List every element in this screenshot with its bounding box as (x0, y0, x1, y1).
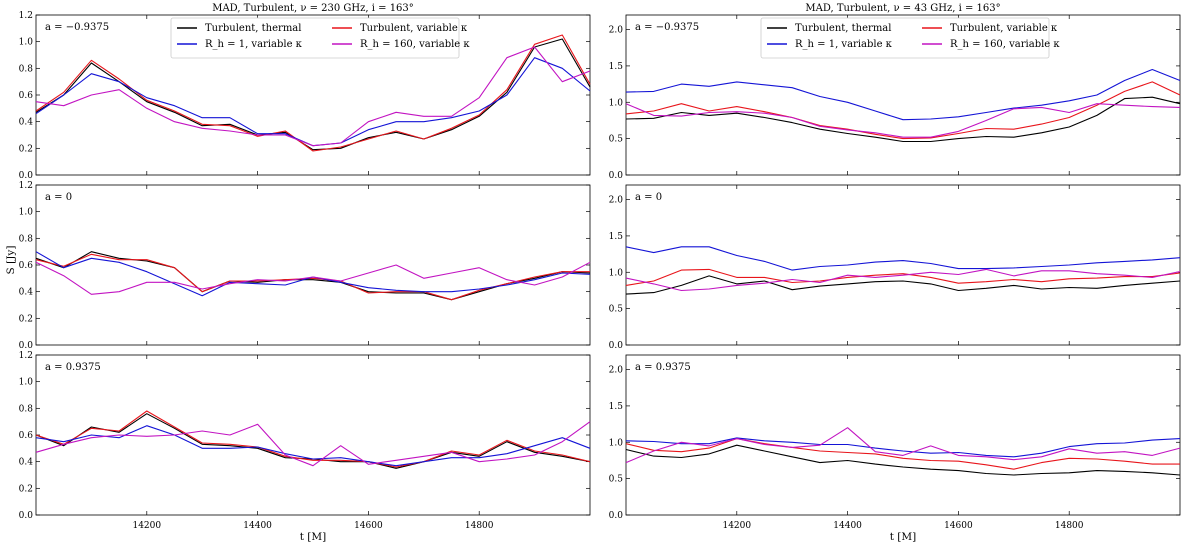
series-line (625, 275, 1181, 295)
series-line (625, 268, 1181, 292)
panel-label: a = −0.9375 (45, 22, 109, 33)
panel-label: a = 0 (45, 192, 72, 203)
y-tick-label: 0.0 (19, 341, 34, 351)
y-tick-label: 0.2 (19, 484, 33, 494)
legend-entry: Turbulent, thermal (795, 23, 891, 34)
series-line (35, 57, 591, 147)
y-tick-label: 0.8 (19, 404, 34, 414)
legend-frame (760, 17, 1050, 59)
series-line (35, 421, 591, 467)
series-line (35, 261, 591, 295)
y-tick-label: 0.0 (19, 171, 34, 181)
legend-entry: Turbulent, variable κ (360, 23, 468, 34)
series-line (625, 246, 1181, 271)
x-tick-label: 14200 (132, 521, 161, 531)
y-tick-label: 1.2 (19, 351, 33, 361)
y-tick-label: 1.5 (609, 402, 624, 412)
legend-entry: R_h = 1, variable κ (205, 39, 303, 50)
series-line (35, 410, 591, 468)
legend-entry: R_h = 160, variable κ (950, 39, 1060, 50)
y-tick-label: 0.5 (609, 135, 624, 145)
series-line (625, 81, 1181, 140)
y-tick-label: 1.0 (19, 208, 34, 218)
y-tick-label: 0.6 (19, 261, 34, 271)
panel-frame (625, 354, 1181, 516)
x-tick-label: 14800 (1055, 521, 1084, 531)
y-tick-label: 0.6 (19, 431, 34, 441)
x-axis-label: t [M] (300, 531, 327, 543)
y-tick-label: 1.2 (19, 11, 33, 21)
y-tick-label: 0.0 (609, 511, 624, 521)
y-tick-label: 0.2 (19, 144, 33, 154)
y-tick-label: 0.2 (19, 314, 33, 324)
y-tick-label: 1.0 (19, 38, 34, 48)
legend-entry: Turbulent, variable κ (950, 23, 1058, 34)
y-tick-label: 1.5 (609, 232, 624, 242)
y-axis-label: S [Jy] (5, 246, 17, 275)
y-tick-label: 1.2 (19, 181, 33, 191)
series-line (625, 96, 1181, 143)
panel-frame (35, 184, 591, 346)
series-line (35, 425, 591, 467)
panel: 0.0 0.2 0.4 0.6 0.8 1.0 1.2 a = 0 (19, 181, 591, 351)
chart-title: MAD, Turbulent, ν = 230 GHz, i = 163° (212, 3, 414, 14)
series-line (625, 437, 1181, 458)
y-tick-label: 0.5 (609, 475, 624, 485)
x-tick-label: 14400 (243, 521, 272, 531)
panel: 0.0 0.5 1.0 1.5 2.0 a = 0 (609, 184, 1181, 351)
panel-frame (625, 184, 1181, 346)
panel-label: a = 0.9375 (45, 362, 101, 373)
series-line (625, 268, 1181, 286)
y-tick-label: 2.0 (609, 366, 624, 376)
y-tick-label: 0.8 (19, 234, 34, 244)
y-tick-label: 0.4 (19, 118, 34, 128)
y-tick-label: 0.8 (19, 64, 34, 74)
y-tick-label: 0.4 (19, 288, 34, 298)
series-line (35, 46, 591, 147)
series-line (35, 34, 591, 152)
legend-entry: R_h = 160, variable κ (360, 39, 470, 50)
x-tick-label: 14200 (722, 521, 751, 531)
panel: 0.0 0.5 1.0 1.5 2.0 a = −0.9375 Turbulent, the… (609, 14, 1181, 181)
panel: 0.0 0.5 1.0 1.5 2.0 14200 14400 14600 14800 a = 0… (609, 354, 1181, 531)
x-tick-label: 14600 (944, 521, 973, 531)
legend-frame (170, 17, 460, 59)
panel-label: a = 0 (635, 192, 662, 203)
series-line (625, 68, 1181, 121)
legend: Turbulent, thermal Turbulent, variable κ R… (760, 17, 1060, 59)
series-line (35, 251, 591, 301)
legend-entry: R_h = 1, variable κ (795, 39, 893, 50)
chart-title: MAD, Turbulent, ν = 43 GHz, i = 163° (805, 3, 1000, 14)
y-tick-label: 2.0 (609, 196, 624, 206)
panel-label: a = −0.9375 (635, 22, 699, 33)
y-tick-label: 1.0 (609, 438, 624, 448)
y-tick-label: 0.6 (19, 91, 34, 101)
y-tick-label: 1.5 (609, 62, 624, 72)
panel: 0.0 0.2 0.4 0.6 0.8 1.0 1.2 14200 14400 14600 1480… (19, 351, 591, 531)
x-tick-label: 14400 (833, 521, 862, 531)
y-tick-label: 0.4 (19, 458, 34, 468)
x-axis-label: t [M] (890, 531, 917, 543)
series-line (625, 444, 1181, 476)
y-tick-label: 1.0 (19, 378, 34, 388)
legend: Turbulent, thermal Turbulent, variable κ R… (170, 17, 470, 59)
y-tick-label: 0.0 (609, 171, 624, 181)
panel: 0.0 0.2 0.4 0.6 0.8 1.0 1.2 a = −0.9375 Turbulen… (19, 11, 591, 181)
y-tick-label: 0.0 (19, 511, 34, 521)
y-tick-label: 1.0 (609, 98, 624, 108)
y-tick-label: 1.0 (609, 268, 624, 278)
series-line (625, 427, 1181, 464)
x-tick-label: 14600 (354, 521, 383, 531)
y-tick-label: 2.0 (609, 26, 624, 36)
panel-label: a = 0.9375 (635, 362, 691, 373)
x-tick-label: 14800 (465, 521, 494, 531)
series-line (625, 438, 1180, 470)
legend-entry: Turbulent, thermal (205, 23, 301, 34)
series-line (625, 103, 1181, 138)
y-tick-label: 0.0 (609, 341, 624, 351)
y-tick-label: 0.5 (609, 305, 624, 315)
